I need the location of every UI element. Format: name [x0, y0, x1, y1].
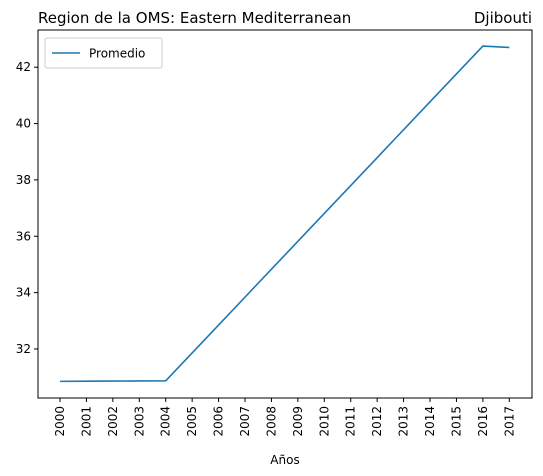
x-tick-label: 2003: [132, 406, 146, 437]
x-tick-label: 2000: [53, 406, 67, 437]
plot-area: [37, 29, 533, 399]
x-tick-label: 2007: [238, 406, 252, 437]
y-tick-label: 32: [16, 342, 31, 356]
y-tick-label: 42: [16, 60, 31, 74]
series-line-promedio: [59, 45, 510, 383]
x-tick-label: 2017: [502, 406, 516, 437]
x-tick-label: 2016: [476, 406, 490, 437]
x-axis-label: Años: [270, 453, 299, 467]
legend-frame: [44, 37, 163, 69]
legend: Promedio: [44, 37, 163, 69]
legend-label-promedio: Promedio: [89, 47, 145, 61]
x-tick-label: 2005: [185, 406, 199, 437]
y-tick-label: 36: [16, 229, 31, 243]
x-tick-label: 2004: [159, 406, 173, 437]
x-tick-label: 2010: [317, 406, 331, 437]
x-tick-label: 2002: [106, 406, 120, 437]
chart-title: Region de la OMS: Eastern Mediterranean: [38, 9, 351, 27]
y-axis: 32 34 36 38 40 42: [16, 60, 38, 356]
y-tick-label: 40: [16, 117, 31, 131]
x-tick-label: 2012: [370, 406, 384, 437]
y-tick-label: 38: [16, 173, 31, 187]
x-tick-label: 2008: [264, 406, 278, 437]
x-tick-label: 2001: [79, 406, 93, 437]
x-tick-label: 2006: [212, 406, 226, 437]
x-tick-label: 2014: [423, 406, 437, 437]
x-tick-label: 2013: [397, 406, 411, 437]
chart-subtitle-country: Djibouti: [474, 9, 532, 27]
series-layer: [59, 45, 510, 383]
y-tick-label: 34: [16, 286, 31, 300]
x-axis: 2000 2001 2002 2003 2004 2005 2006 2007 2008 2009…: [53, 398, 516, 437]
x-tick-label: 2015: [449, 406, 463, 437]
x-tick-label: 2009: [291, 406, 305, 437]
plot-frame: [37, 29, 533, 399]
x-tick-label: 2011: [344, 406, 358, 437]
